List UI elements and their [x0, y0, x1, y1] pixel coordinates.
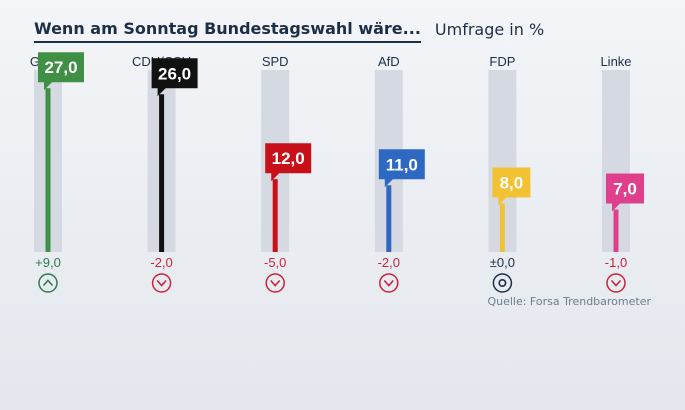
- data-label-afd: 11,0: [386, 155, 418, 174]
- category-label-spd: SPD: [262, 54, 289, 69]
- trend-up-icon: [38, 273, 58, 293]
- chart-header: Wenn am Sonntag Bundestagswahl wäre... U…: [34, 18, 544, 44]
- chevron-down-icon: [383, 279, 394, 287]
- value-box-spd: [265, 143, 312, 182]
- neutral-dot-icon: [498, 278, 507, 287]
- source-note: Quelle: Forsa Trendbarometer: [487, 295, 651, 308]
- value-box-fdp: [492, 167, 531, 206]
- change-label-gr-ne: +9,0: [35, 255, 61, 270]
- bar-spd: [272, 179, 278, 252]
- chevron-down-icon: [610, 279, 622, 287]
- change-label-fdp: ±0,0: [490, 255, 515, 270]
- chevron-down-icon: [270, 279, 281, 287]
- value-box-cdu-csu: [151, 58, 198, 97]
- bar-linke: [613, 209, 619, 252]
- chart-title: Wenn am Sonntag Bundestagswahl wäre...: [34, 19, 421, 43]
- trend-down-icon: [379, 273, 399, 293]
- bar-afd: [386, 185, 392, 252]
- trend-down-icon: [606, 273, 626, 293]
- data-label-linke: 7,0: [613, 180, 637, 199]
- data-label-gr-ne: 27,0: [44, 58, 77, 77]
- bar-gr-ne: [45, 88, 51, 252]
- chevron-up-icon: [42, 279, 54, 287]
- category-label-fdp: FDP: [489, 54, 515, 69]
- chevron-down-icon: [156, 279, 167, 287]
- data-label-fdp: 8,0: [500, 173, 524, 192]
- bar-fdp: [499, 203, 505, 252]
- chart-subtitle: Umfrage in %: [434, 20, 545, 39]
- trend-down-icon: [265, 273, 285, 293]
- bar-cdu-csu: [159, 94, 165, 253]
- value-box-gr-ne: [38, 52, 84, 91]
- trend-down-icon: [151, 273, 172, 293]
- data-label-cdu-csu: 26,0: [158, 64, 191, 83]
- change-label-afd: -2,0: [378, 255, 400, 270]
- category-label-linke: Linke: [600, 54, 631, 69]
- value-box-afd: [378, 149, 425, 188]
- trend-neutral-icon: [492, 273, 513, 293]
- value-box-linke: [606, 173, 644, 212]
- category-label-afd: AfD: [378, 54, 400, 69]
- data-label-spd: 12,0: [272, 149, 305, 168]
- change-label-cdu-csu: -2,0: [150, 255, 172, 270]
- change-label-linke: -1,0: [605, 255, 627, 270]
- change-label-spd: -5,0: [264, 255, 286, 270]
